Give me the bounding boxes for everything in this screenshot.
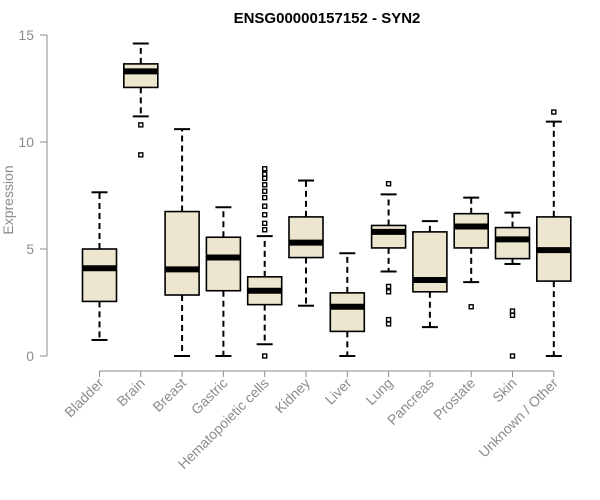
y-tick-label: 5 bbox=[26, 241, 34, 257]
x-tick-label: Prostate bbox=[430, 375, 478, 423]
y-axis-label: Expression bbox=[0, 165, 16, 234]
outlier-point bbox=[509, 353, 516, 359]
x-tick-label: Kidney bbox=[272, 375, 314, 417]
outlier-point bbox=[262, 220, 268, 227]
y-axis: 0 5 10 15 bbox=[18, 27, 48, 364]
box-12 bbox=[535, 109, 572, 357]
y-tick-label: 10 bbox=[18, 134, 34, 150]
outlier-point bbox=[468, 304, 474, 310]
boxes-layer bbox=[81, 42, 572, 359]
outlier-point bbox=[509, 312, 516, 319]
x-tick-label: Lung bbox=[362, 375, 395, 408]
iqr-box bbox=[205, 236, 242, 292]
iqr-box bbox=[164, 210, 200, 296]
outlier-point bbox=[385, 283, 392, 290]
outlier-point bbox=[385, 289, 392, 295]
chart-title: ENSG00000157152 - SYN2 bbox=[234, 10, 421, 27]
iqr-box bbox=[81, 248, 118, 303]
box-3 bbox=[164, 128, 200, 357]
x-tick-label: Liver bbox=[322, 375, 355, 408]
outlier-point bbox=[262, 182, 268, 188]
outlier-point bbox=[262, 203, 268, 209]
outlier-point bbox=[385, 316, 392, 323]
iqr-box bbox=[123, 63, 159, 89]
outlier-point bbox=[262, 227, 268, 233]
iqr-box bbox=[370, 224, 407, 249]
outlier-point bbox=[262, 188, 268, 194]
y-tick-label: 15 bbox=[18, 27, 34, 43]
outlier-point bbox=[138, 122, 144, 128]
outlier-point bbox=[551, 109, 557, 115]
box-5 bbox=[246, 166, 283, 359]
x-tick-label: Breast bbox=[149, 375, 189, 415]
iqr-box bbox=[288, 216, 324, 259]
y-tick-label: 0 bbox=[26, 348, 34, 364]
box-10 bbox=[453, 196, 490, 310]
box-2 bbox=[123, 42, 159, 158]
outlier-point bbox=[262, 194, 268, 201]
outlier-point bbox=[385, 181, 392, 187]
outlier-point bbox=[262, 212, 268, 218]
outlier-point bbox=[509, 308, 516, 314]
outlier-point bbox=[385, 321, 392, 327]
x-tick-label: Bladder bbox=[61, 375, 107, 421]
box-11 bbox=[494, 211, 531, 359]
x-tick-label: Brain bbox=[113, 375, 147, 409]
outlier-point bbox=[138, 152, 144, 158]
box-1 bbox=[81, 191, 118, 341]
box-7 bbox=[329, 252, 366, 357]
outlier-point bbox=[262, 171, 268, 177]
box-8 bbox=[370, 181, 407, 327]
box-4 bbox=[205, 206, 242, 357]
iqr-box bbox=[494, 226, 531, 260]
box-6 bbox=[288, 179, 324, 307]
outlier-point bbox=[262, 175, 268, 182]
outlier-point bbox=[262, 353, 268, 359]
x-tick-label: Skin bbox=[489, 375, 520, 406]
iqr-box bbox=[329, 292, 366, 333]
outlier-point bbox=[262, 166, 268, 172]
iqr-box bbox=[453, 212, 490, 249]
box-9 bbox=[412, 220, 448, 329]
